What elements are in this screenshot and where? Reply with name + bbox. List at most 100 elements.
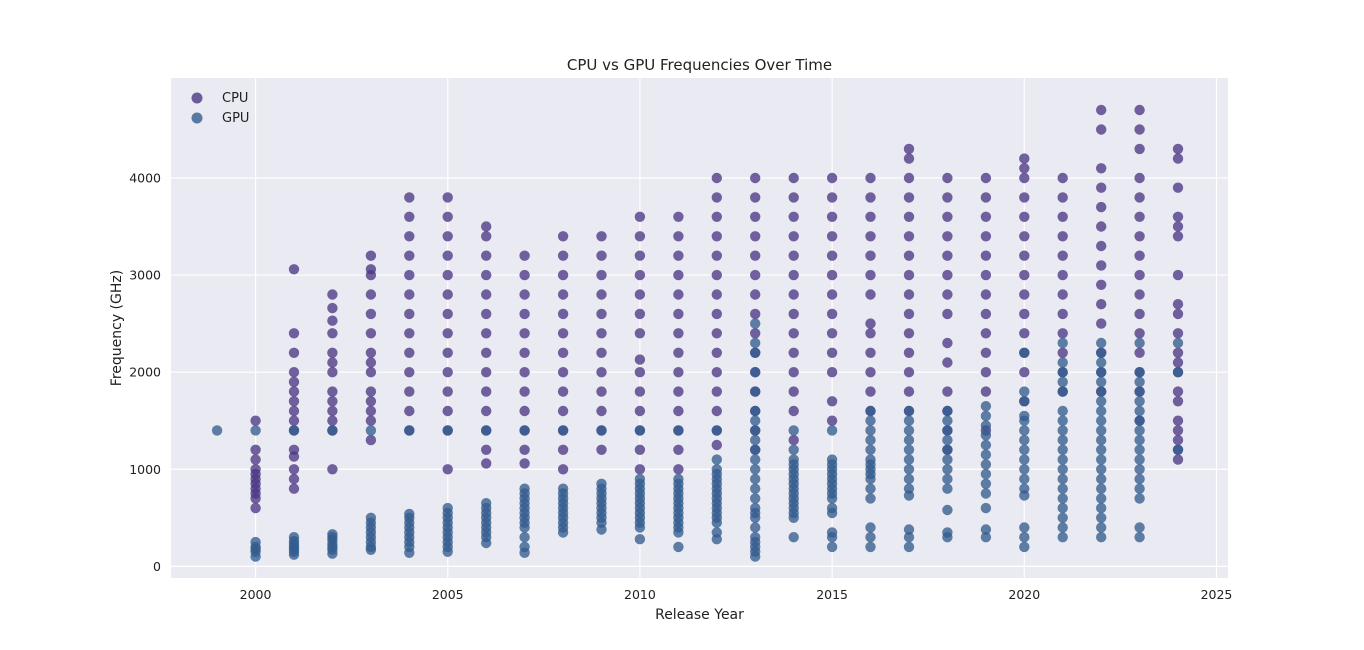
cpu-data-point bbox=[788, 308, 799, 320]
gpu-data-point bbox=[865, 434, 876, 446]
gpu-data-point bbox=[1057, 357, 1068, 368]
cpu-data-point bbox=[942, 386, 953, 397]
cpu-data-point bbox=[903, 367, 915, 378]
cpu-data-point bbox=[557, 231, 569, 242]
cpu-data-point bbox=[788, 192, 799, 203]
cpu-data-point bbox=[673, 347, 684, 358]
cpu-data-point bbox=[750, 250, 761, 261]
cpu-data-point bbox=[288, 328, 300, 339]
gpu-data-point bbox=[903, 473, 915, 485]
gpu-data-point bbox=[750, 444, 761, 455]
cpu-data-point bbox=[365, 357, 377, 368]
gpu-data-point bbox=[1096, 493, 1107, 504]
cpu-data-point bbox=[711, 289, 722, 300]
gpu-data-point bbox=[788, 425, 799, 436]
cpu-data-point bbox=[1019, 367, 1030, 378]
cpu-data-point bbox=[288, 347, 300, 358]
gpu-data-point bbox=[1134, 386, 1145, 397]
cpu-data-point bbox=[404, 386, 415, 397]
cpu-data-point bbox=[865, 192, 876, 203]
cpu-data-point bbox=[788, 211, 799, 222]
cpu-data-point bbox=[1134, 328, 1145, 339]
cpu-data-point bbox=[1172, 269, 1184, 281]
cpu-data-point bbox=[1172, 425, 1184, 436]
cpu-data-point bbox=[481, 367, 492, 378]
gpu-data-point bbox=[1134, 464, 1145, 475]
cpu-data-point bbox=[942, 250, 953, 261]
cpu-data-point bbox=[865, 328, 876, 339]
cpu-data-point bbox=[365, 386, 377, 397]
gpu-data-point bbox=[942, 527, 953, 538]
cpu-data-point bbox=[1096, 182, 1107, 193]
cpu-data-point bbox=[788, 231, 799, 242]
cpu-data-point bbox=[1057, 211, 1068, 222]
gpu-data-point bbox=[365, 512, 377, 523]
gpu-data-point bbox=[903, 444, 915, 455]
gpu-data-point bbox=[980, 524, 992, 535]
cpu-data-point bbox=[481, 221, 492, 232]
gpu-data-point bbox=[1134, 337, 1145, 349]
gpu-data-point bbox=[750, 502, 761, 514]
cpu-data-point bbox=[634, 328, 646, 339]
gpu-data-point bbox=[1057, 464, 1068, 475]
cpu-data-point bbox=[711, 269, 722, 281]
cpu-data-point bbox=[865, 211, 876, 222]
cpu-data-point bbox=[404, 347, 415, 358]
cpu-data-point bbox=[327, 302, 338, 314]
cpu-data-point bbox=[788, 328, 799, 339]
cpu-data-point bbox=[1172, 434, 1184, 446]
gpu-data-point bbox=[903, 454, 915, 465]
gpu-data-point bbox=[1019, 522, 1030, 533]
gpu-data-point bbox=[1019, 473, 1030, 485]
gpu-data-point bbox=[1019, 410, 1030, 422]
gpu-data-point bbox=[711, 464, 722, 475]
gpu-data-point bbox=[750, 318, 761, 329]
cpu-data-point bbox=[288, 464, 300, 475]
cpu-data-point bbox=[711, 231, 722, 242]
cpu-data-point bbox=[788, 289, 799, 300]
gpu-data-point bbox=[1057, 483, 1068, 494]
cpu-data-point bbox=[557, 386, 569, 397]
cpu-data-point bbox=[1019, 192, 1030, 203]
cpu-data-point bbox=[442, 231, 453, 242]
cpu-data-point bbox=[673, 250, 684, 261]
legend: CPU GPU bbox=[191, 91, 249, 126]
cpu-data-point bbox=[711, 308, 722, 320]
cpu-data-point bbox=[1019, 153, 1030, 164]
gpu-data-point bbox=[1134, 454, 1145, 465]
gpu-data-point bbox=[1134, 522, 1145, 533]
cpu-data-point bbox=[404, 231, 415, 242]
cpu-data-point bbox=[596, 367, 607, 378]
cpu-data-point bbox=[980, 211, 992, 222]
cpu-data-point bbox=[980, 269, 992, 281]
gpu-data-point bbox=[404, 425, 415, 436]
cpu-data-point bbox=[903, 250, 915, 261]
gpu-data-point bbox=[903, 434, 915, 446]
gpu-data-point bbox=[1096, 454, 1107, 465]
cpu-data-point bbox=[327, 357, 338, 368]
gpu-data-point bbox=[826, 454, 838, 465]
x-tick-label: 2010 bbox=[624, 587, 656, 602]
cpu-data-point bbox=[634, 308, 646, 320]
gpu-data-point bbox=[1096, 405, 1107, 417]
x-axis-label: Release Year bbox=[655, 607, 744, 623]
cpu-data-point bbox=[788, 347, 799, 358]
gpu-data-point bbox=[1096, 415, 1107, 426]
gpu-data-point bbox=[826, 541, 838, 553]
gpu-data-point bbox=[980, 401, 992, 412]
gpu-data-point bbox=[750, 337, 761, 349]
gpu-data-point bbox=[634, 425, 646, 436]
cpu-data-point bbox=[634, 386, 646, 397]
gpu-data-point bbox=[711, 527, 722, 538]
gpu-data-point bbox=[903, 541, 915, 553]
cpu-data-point bbox=[826, 415, 838, 426]
gpu-data-point bbox=[980, 532, 992, 543]
gpu-data-point bbox=[1134, 434, 1145, 446]
cpu-data-point bbox=[365, 289, 377, 300]
cpu-data-point bbox=[519, 458, 530, 469]
cpu-data-point bbox=[442, 405, 453, 417]
y-tick-label: 2000 bbox=[129, 365, 161, 380]
gpu-data-point bbox=[519, 425, 530, 436]
cpu-data-point bbox=[288, 405, 300, 417]
gpu-data-point bbox=[1134, 415, 1145, 426]
